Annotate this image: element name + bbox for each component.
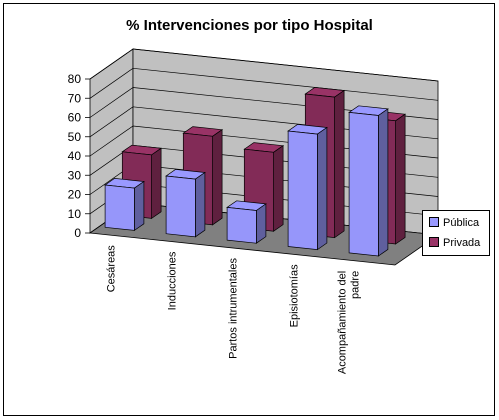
bar-side — [273, 145, 284, 232]
legend-swatch-privada — [429, 237, 439, 248]
bar-front — [287, 130, 318, 250]
x-tick-label: Inducciones — [167, 251, 179, 310]
chart-title: % Intervenciones por tipo Hospital — [126, 17, 373, 34]
legend-item-privada: Privada — [429, 237, 480, 249]
bar-side — [378, 108, 389, 257]
x-tick-label-line: Acompañamiento del — [337, 271, 349, 374]
bar-side — [395, 113, 406, 245]
y-tick-label: 50 — [68, 130, 82, 144]
x-tick-label-line: Episiotomías — [289, 264, 301, 327]
bar-publica — [287, 124, 328, 251]
bar-side — [256, 203, 267, 244]
x-tick-label-line: Partos intrumentales — [228, 258, 240, 359]
bar-side — [317, 126, 328, 251]
bar-side — [195, 171, 206, 238]
x-tick-label: Episiotomías — [289, 264, 301, 327]
x-tick-label-line: padre — [350, 271, 362, 299]
y-tick-label: 10 — [68, 207, 82, 221]
y-tick-label: 40 — [68, 149, 82, 163]
bar-side — [134, 180, 145, 232]
bar-side — [334, 89, 345, 239]
bar-front — [104, 184, 135, 231]
bar-publica — [165, 169, 206, 238]
y-tick-label: 70 — [68, 91, 82, 105]
bar-front — [226, 207, 257, 244]
gridline — [89, 48, 439, 82]
x-tick-label: Acompañamiento delpadre — [337, 271, 362, 374]
bar-publica — [348, 105, 389, 257]
x-tick-label-line: Cesáreas — [106, 245, 118, 293]
bar-front — [165, 175, 196, 238]
y-tick-label: 20 — [68, 188, 82, 202]
x-tick-label-line: Inducciones — [167, 251, 179, 310]
y-tick-label: 60 — [68, 111, 82, 125]
bar-side — [212, 129, 223, 226]
legend-item-publica: Pública — [429, 217, 479, 229]
x-tick-label: Cesáreas — [106, 245, 118, 293]
y-tick-label: 80 — [68, 72, 82, 86]
legend-swatch-publica — [429, 217, 439, 228]
legend-label-publica: Pública — [443, 217, 480, 229]
y-tick-label: 30 — [68, 168, 82, 182]
bar-publica — [226, 200, 267, 244]
legend-label-privada: Privada — [443, 237, 481, 249]
bar-side — [151, 147, 162, 220]
bar-front — [348, 112, 379, 257]
bar-publica — [104, 178, 145, 232]
y-tick-label: 0 — [74, 226, 81, 240]
chart-legend: Pública Privada — [422, 210, 490, 256]
x-tick-label: Partos intrumentales — [228, 258, 240, 359]
